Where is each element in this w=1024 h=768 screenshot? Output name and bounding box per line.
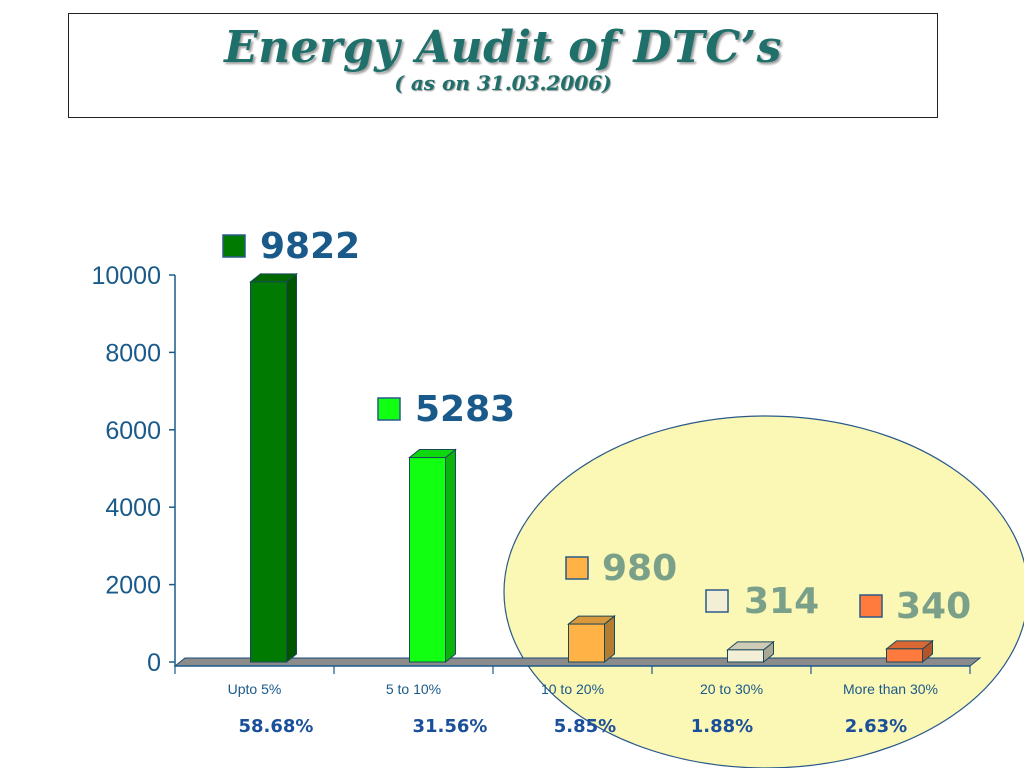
title-box: Energy Audit of DTC’s ( as on 31.03.2006… xyxy=(68,13,938,118)
y-tick-label: 8000 xyxy=(105,339,161,367)
value-marker xyxy=(565,556,589,580)
data-label: 340 xyxy=(896,586,971,627)
highlight-ellipse xyxy=(503,415,1024,768)
x-tick-label: 5 to 10% xyxy=(386,681,441,697)
y-tick-label: 4000 xyxy=(105,494,161,522)
percent-label: 5.85% xyxy=(554,716,616,737)
bar xyxy=(886,648,923,663)
y-tick-label: 10000 xyxy=(91,262,161,290)
percent-label: 1.88% xyxy=(691,716,753,737)
bar xyxy=(409,457,446,663)
page-subtitle: ( as on 31.03.2006) xyxy=(394,71,612,95)
bar xyxy=(727,649,764,663)
value-marker xyxy=(859,594,883,618)
bar xyxy=(250,281,287,663)
bar-side xyxy=(286,272,297,664)
page-title: Energy Audit of DTC’s xyxy=(224,22,782,73)
x-tick-label: 10 to 20% xyxy=(541,681,604,697)
data-label: 980 xyxy=(602,548,677,589)
percent-label: 2.63% xyxy=(845,716,907,737)
y-tick-label: 0 xyxy=(147,649,161,677)
value-marker xyxy=(705,589,729,613)
y-tick-label: 6000 xyxy=(105,417,161,445)
percent-label: 58.68% xyxy=(239,716,314,737)
x-tick-label: More than 30% xyxy=(843,681,938,697)
data-label: 314 xyxy=(744,581,819,622)
bar xyxy=(568,623,605,663)
percent-label: 31.56% xyxy=(413,716,488,737)
y-tick-label: 2000 xyxy=(105,572,161,600)
data-label: 5283 xyxy=(415,389,515,430)
x-tick-label: Upto 5% xyxy=(228,681,282,697)
x-tick-label: 20 to 30% xyxy=(700,681,763,697)
bar-side xyxy=(445,448,456,664)
value-marker xyxy=(222,234,246,258)
data-label: 9822 xyxy=(260,226,360,267)
value-marker xyxy=(377,397,401,421)
